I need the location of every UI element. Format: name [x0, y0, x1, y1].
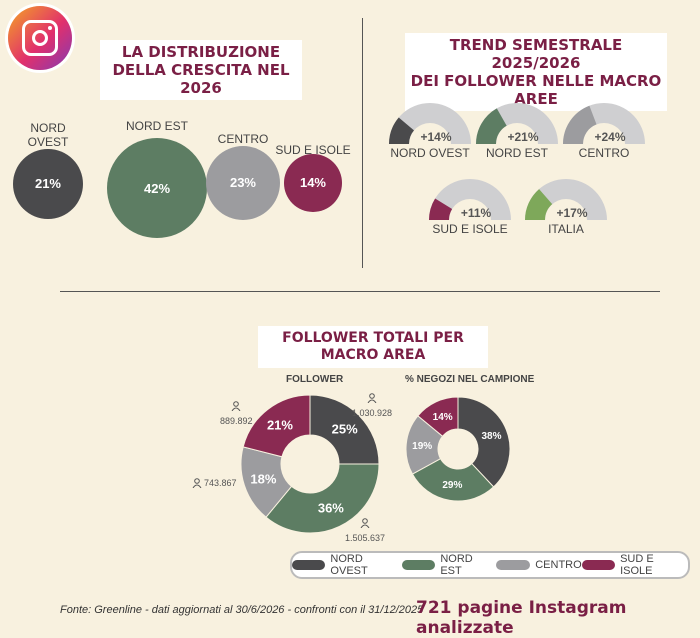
legend-swatch [292, 560, 326, 570]
bubble-label-centro: CENTRO [217, 132, 269, 146]
gauge-fill-italia [525, 189, 553, 220]
user-icon [360, 518, 370, 529]
gauge-fill-nord-ovest [389, 117, 414, 144]
gauge-value-sud-e-isole: +11% [461, 206, 492, 220]
gauge-fill-centro [563, 105, 597, 144]
donut1-label-sud-e-isole: 21% [267, 418, 293, 433]
gauge-fill-sud-e-isole [429, 198, 453, 220]
bubble-nord-ovest: 21% [12, 148, 84, 220]
donut2-slice-sud-e-isole [417, 396, 459, 437]
trend-gauges: +14% +21% +24% +11% +17% [389, 103, 645, 220]
legend-item-nord-est: NORD EST [401, 553, 496, 577]
legend-label: CENTRO [535, 559, 582, 571]
donut2-label-centro: 19% [412, 441, 432, 452]
donut2-label-nord-est: 29% [442, 480, 462, 491]
legend-item-nord-ovest: NORD OVEST [292, 553, 402, 577]
count-nord-ovest: 1.030.928 [352, 390, 392, 418]
count-centro: 743.867 [192, 478, 237, 488]
legend-swatch [581, 560, 616, 570]
donut2-slice-nord-est [411, 457, 495, 502]
bubble-label-sud-e-isole: SUD E ISOLE [275, 143, 351, 157]
instagram-icon [8, 6, 72, 70]
legend-swatch [496, 560, 531, 570]
bubble-label-nord-est: NORD EST [125, 119, 188, 133]
legend: NORD OVEST NORD EST CENTRO SUD E ISOLE [290, 551, 690, 579]
donut1-slice-nord-est [265, 463, 380, 534]
gauge-value-italia: +17% [556, 206, 587, 220]
donut2-label-sud-e-isole: 14% [433, 412, 453, 423]
legend-label: SUD E ISOLE [620, 553, 654, 577]
donut2-slice-nord-ovest [457, 396, 511, 488]
distribution-title-line1: LA DISTRIBUZIONE [121, 43, 281, 61]
vertical-divider [362, 18, 363, 268]
count-nord-ovest-value: 1.030.928 [352, 408, 393, 418]
legend-item-sud-e-isole: SUD E ISOLE [581, 553, 688, 577]
user-icon [367, 393, 377, 404]
user-icon [192, 478, 202, 488]
donut1-label-centro: 18% [250, 471, 276, 486]
trend-title-line2: DEI FOLLOWER NELLE MACRO AREE [410, 72, 662, 108]
bubble-centro: 23% [205, 145, 280, 220]
donut1-label-nord-est: 36% [318, 501, 344, 516]
trend-title-line1: TREND SEMESTRALE 2025/2026 [449, 36, 623, 72]
distribution-title: LA DISTRIBUZIONE DELLA CRESCITA NEL 2026 [100, 40, 302, 100]
source-note: Fonte: Greenline - dati aggiornati al 30… [60, 604, 424, 616]
count-nord-est: 1.505.637 [345, 515, 385, 543]
bubble-label-nord-ovest: NORD OVEST [27, 121, 69, 149]
negozi-donut: 38% 29% 19% 14% [405, 396, 511, 502]
trend-title: TREND SEMESTRALE 2025/2026 DEI FOLLOWER … [405, 33, 667, 111]
totals-title: FOLLOWER TOTALI PER MACRO AREA [258, 326, 488, 368]
gauge-value-centro: +24% [594, 130, 625, 144]
legend-label: NORD EST [440, 553, 473, 577]
follower-label: FOLLOWER [286, 374, 344, 385]
gauge-label-nord-est: NORD EST [485, 146, 548, 160]
count-centro-value: 743.867 [204, 478, 237, 488]
gauge-value-nord-est: +21% [507, 130, 538, 144]
user-icon [231, 401, 241, 412]
negozi-label: % NEGOZI NEL CAMPIONE [405, 374, 535, 385]
horizontal-divider [60, 291, 660, 292]
gauge-value-nord-ovest: +14% [420, 130, 451, 144]
bubble-nord-est: 42% [107, 138, 207, 238]
pages-headline: 721 pagine Instagram analizzate [416, 598, 627, 638]
donut1-slice-nord-ovest [309, 394, 380, 465]
gauge-label-nord-ovest: NORD OVEST [390, 146, 470, 160]
distribution-title-line2: DELLA CRESCITA NEL 2026 [112, 61, 290, 97]
gauge-label-italia: ITALIA [548, 222, 584, 236]
gauge-label-centro: CENTRO [578, 146, 630, 160]
count-nord-est-value: 1.505.637 [345, 533, 386, 543]
count-sud-isole: 889.892 [220, 398, 253, 426]
legend-swatch [401, 560, 436, 570]
donut1-slice-sud-e-isole [242, 394, 311, 458]
gauge-fill-nord-est [476, 108, 507, 144]
donut2-label-nord-ovest: 38% [481, 431, 501, 442]
count-sud-isole-value: 889.892 [220, 416, 253, 426]
donut1-label-nord-ovest: 25% [332, 422, 358, 437]
follower-donut: 25% 36% 18% 21% [240, 394, 380, 534]
legend-label: NORD OVEST [330, 553, 368, 577]
bubble-sud-e-isole: 14% [284, 154, 342, 212]
legend-item-centro: CENTRO [496, 559, 582, 571]
gauge-label-sud-e-isole: SUD E ISOLE [432, 222, 508, 236]
